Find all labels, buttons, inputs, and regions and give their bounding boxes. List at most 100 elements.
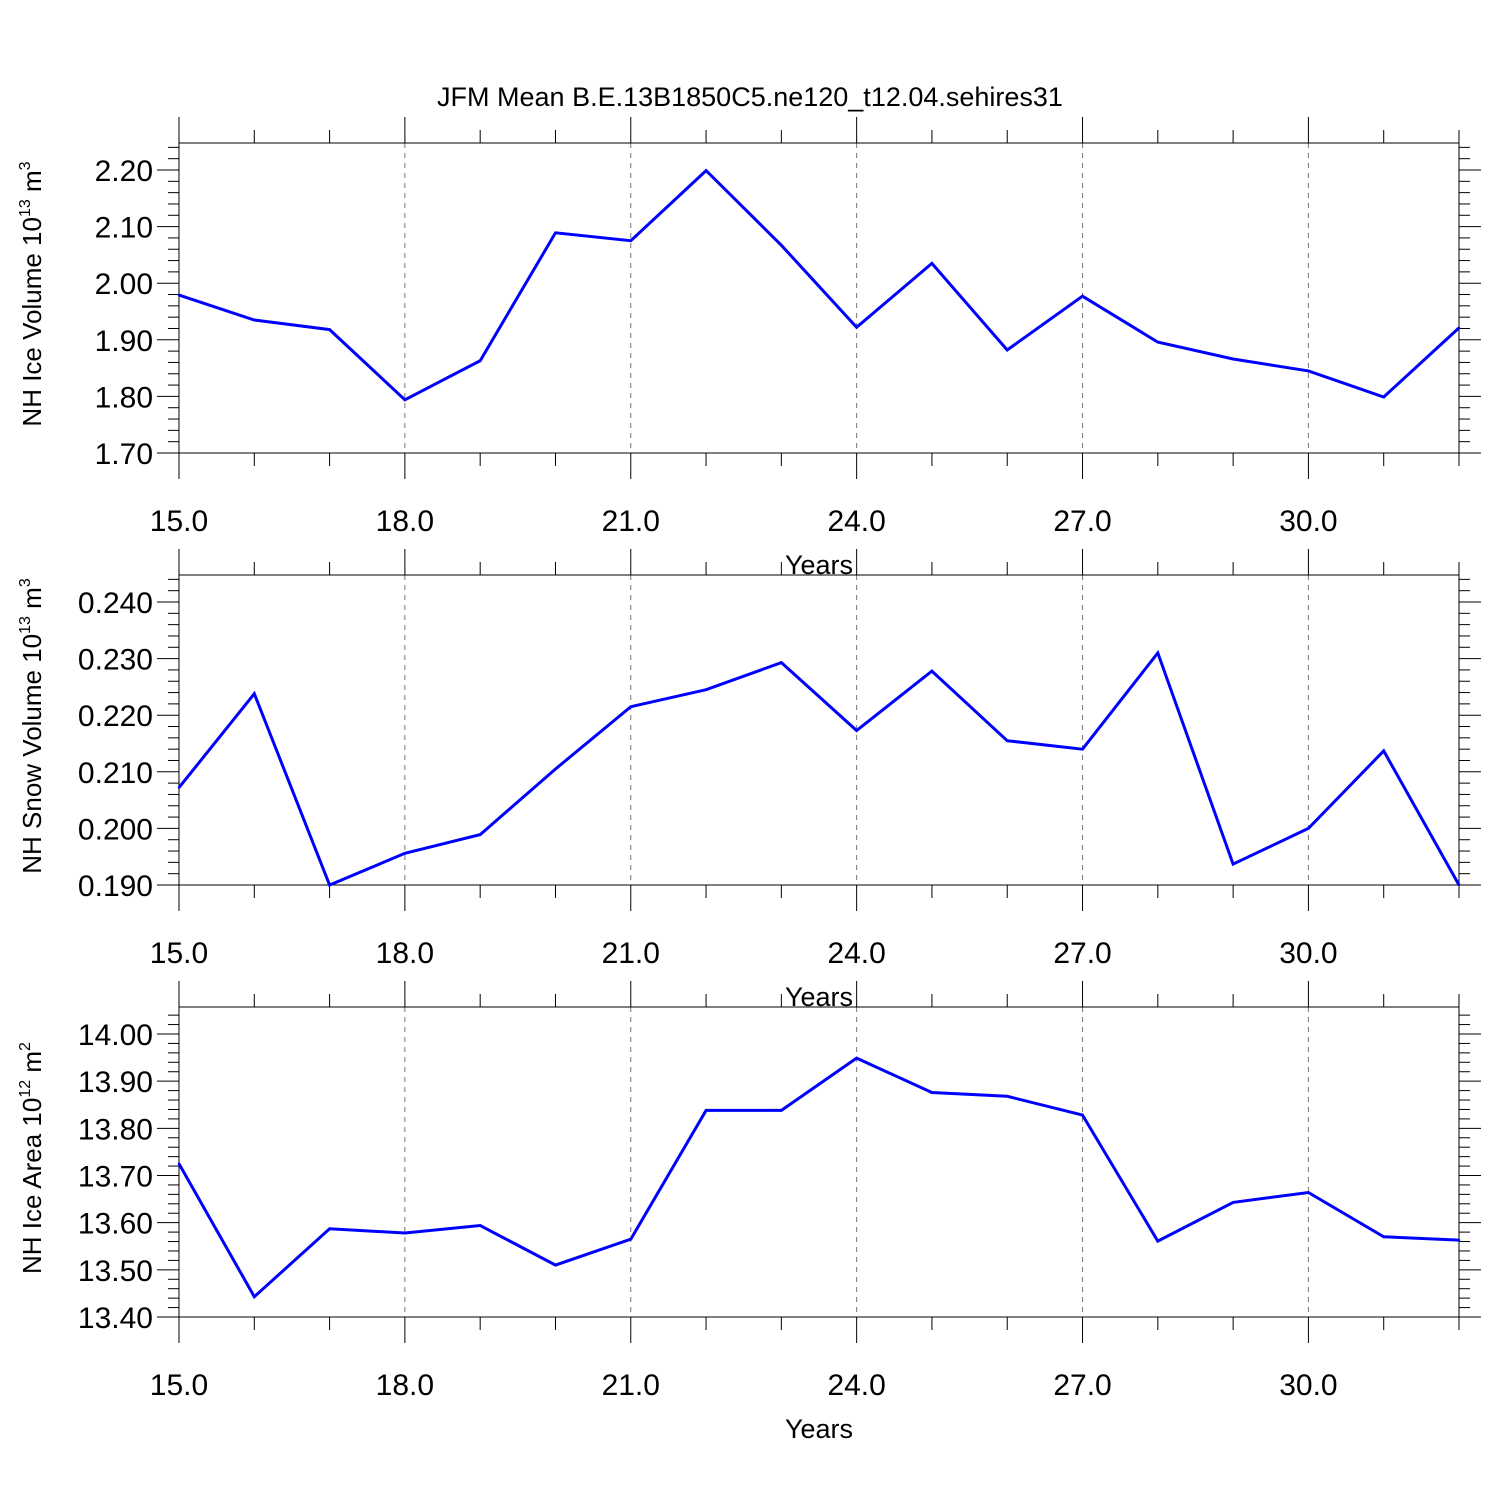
plot-frame: [178, 574, 1460, 886]
data-point: [629, 705, 632, 708]
x-axis-label: Years: [785, 1414, 853, 1444]
x-tick-label: 24.0: [827, 1369, 885, 1402]
data-point: [1081, 295, 1084, 298]
y-tick-label: 14.00: [78, 1019, 153, 1052]
series-line: [177, 1056, 1460, 1300]
plot-frame: [178, 1006, 1460, 1318]
y-axis-unit-name-exponent: 3: [17, 578, 34, 587]
data-point: [1457, 1238, 1461, 1242]
data-point: [1457, 883, 1461, 887]
x-tick-label: 21.0: [602, 1369, 660, 1402]
data-point: [1081, 1113, 1084, 1117]
data-point: [629, 239, 632, 242]
data-point: [1006, 1095, 1009, 1098]
series-line: [177, 649, 1461, 887]
data-point: [1307, 1191, 1310, 1194]
data-point: [704, 688, 708, 691]
data-point: [554, 231, 557, 235]
data-point: [855, 729, 858, 732]
y-axis-unit-name-exponent: 3: [17, 161, 34, 170]
data-point: [403, 398, 407, 401]
y-axis-unit-base: 10: [17, 217, 47, 246]
x-tick-label: 30.0: [1279, 1369, 1337, 1402]
panel-1: 1.70 1.80 1.90 2.00 2.10 2.20 15.0 18.0 21.0 24.0…: [17, 117, 1481, 580]
chart-title: JFM Mean B.E.13B1850C5.ne120_t12.04.sehi…: [437, 82, 1063, 112]
y-tick-label: 0.230: [78, 644, 153, 677]
x-tick-label: 24.0: [827, 937, 885, 970]
data-point: [177, 1162, 181, 1165]
y-tick-label: 13.60: [78, 1208, 153, 1241]
data-point: [704, 1109, 708, 1112]
series-line: [178, 168, 1461, 402]
data-point: [1006, 348, 1009, 352]
y-tick-label: 0.200: [78, 813, 153, 846]
y-axis-unit-space: [17, 609, 47, 616]
data-point: [780, 1109, 783, 1112]
x-tick-label: 24.0: [827, 505, 885, 538]
x-tick-label: 21.0: [602, 937, 660, 970]
x-tick-label: 30.0: [1279, 505, 1337, 538]
data-point: [403, 1231, 407, 1235]
y-tick-label: 0.240: [78, 587, 153, 620]
data-point: [1006, 739, 1009, 742]
x-tick-label: 15.0: [150, 505, 208, 538]
y-axis-label-text: NH Ice Volume: [17, 246, 47, 427]
data-point: [177, 786, 181, 789]
y-axis-unit-space: [17, 1073, 47, 1080]
data-point: [1156, 1239, 1160, 1243]
data-point: [253, 1295, 256, 1298]
y-tick-label: 13.80: [78, 1113, 153, 1146]
data-point: [1382, 749, 1385, 753]
y-axis-unit-name-exponent: 2: [17, 1042, 34, 1051]
x-tick-label: 27.0: [1053, 1369, 1111, 1402]
data-point: [554, 767, 557, 771]
y-axis-unit-name: m: [17, 170, 47, 192]
data-point: [1156, 340, 1160, 344]
x-tick-label: 18.0: [376, 1369, 434, 1402]
data-point: [704, 169, 708, 172]
y-axis-unit-exponent: 12: [17, 1080, 34, 1098]
x-tick-label: 27.0: [1053, 505, 1111, 538]
y-axis-unit-name: m: [17, 1051, 47, 1073]
panel-3: 13.40 13.50 13.60 13.70 13.80 13.90 14.00 15.0 1…: [17, 981, 1481, 1444]
data-point: [1231, 357, 1235, 361]
y-tick-label: 0.210: [78, 757, 153, 790]
y-tick-label: 0.220: [78, 700, 153, 733]
y-axis-unit-exponent: 13: [17, 199, 34, 217]
data-point: [1382, 395, 1385, 399]
data-point: [1457, 326, 1461, 330]
data-point: [478, 833, 482, 836]
data-point: [780, 244, 783, 247]
x-tick-label: 15.0: [150, 937, 208, 970]
data-point: [855, 1056, 858, 1060]
x-tick-label: 21.0: [602, 505, 660, 538]
data-point: [478, 359, 482, 362]
y-tick-label: 2.00: [95, 268, 153, 301]
data-point: [930, 262, 934, 265]
y-axis-label: NH Snow Volume 1013 m3: [17, 578, 47, 874]
data-point: [177, 293, 181, 297]
data-point: [1307, 827, 1310, 830]
y-tick-label: 13.40: [78, 1302, 153, 1335]
data-point: [855, 326, 858, 329]
x-tick-label: 30.0: [1279, 937, 1337, 970]
y-tick-label: 1.70: [95, 438, 153, 471]
y-tick-label: 0.190: [78, 870, 153, 903]
y-axis-unit-space: [17, 192, 47, 199]
x-tick-label: 18.0: [376, 937, 434, 970]
y-axis-unit-base: 10: [17, 1098, 47, 1127]
y-tick-label: 2.20: [95, 155, 153, 188]
y-axis-label: NH Ice Volume 1013 m3: [17, 161, 47, 426]
data-point: [328, 883, 331, 887]
data-point: [478, 1224, 482, 1227]
y-axis-unit-exponent: 13: [17, 616, 34, 634]
data-point: [328, 1227, 331, 1230]
y-tick-label: 13.90: [78, 1066, 153, 1099]
data-point: [1231, 862, 1235, 866]
y-axis-label: NH Ice Area 1012 m2: [17, 1042, 47, 1274]
x-tick-label: 18.0: [376, 505, 434, 538]
data-point: [253, 318, 256, 322]
data-point: [780, 661, 783, 664]
